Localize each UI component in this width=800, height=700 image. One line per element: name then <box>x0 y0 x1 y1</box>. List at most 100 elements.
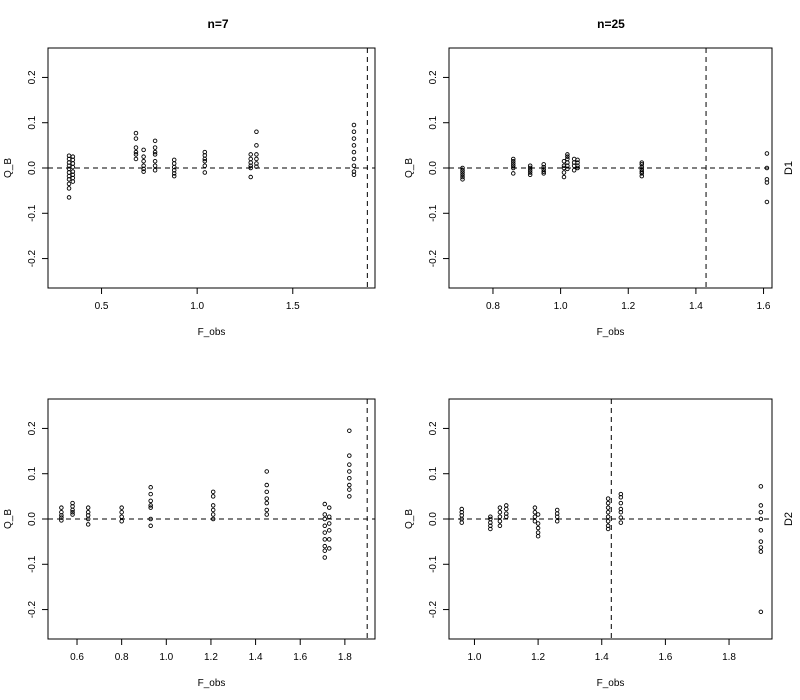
data-point <box>565 152 570 157</box>
data-point <box>639 164 645 170</box>
data-point <box>264 500 269 506</box>
y-tick-label: 0.0 <box>27 512 38 526</box>
data-point <box>202 170 208 175</box>
data-point <box>497 514 503 519</box>
data-point <box>488 514 493 519</box>
y-tick-label: 0.0 <box>27 161 38 175</box>
data-point <box>511 158 516 164</box>
data-point <box>347 487 352 492</box>
panel-top-right: 0.8 1.0 1.2 1.4 1.6 -0.2 -0.1 0.0 0.1 0.2 F_obs Q_B… <box>404 47 795 338</box>
data-point <box>141 154 146 159</box>
data-point <box>527 163 533 168</box>
x-tick-label: 1.5 <box>286 301 300 312</box>
data-point <box>504 506 509 512</box>
data-point <box>171 171 177 176</box>
data-point <box>322 537 328 542</box>
data-point <box>758 545 764 550</box>
data-point <box>66 186 72 191</box>
data-point <box>133 145 139 150</box>
data-point <box>66 177 72 182</box>
data-point <box>532 505 538 510</box>
data-point <box>70 507 75 513</box>
data-point <box>66 181 72 187</box>
data-point <box>511 156 516 162</box>
data-point <box>497 519 503 524</box>
data-point <box>210 503 216 508</box>
x-tick-label: 1.2 <box>204 652 218 663</box>
data-point <box>460 172 465 178</box>
x-tick-label: 1.6 <box>293 652 307 663</box>
panel-top-left: 0.5 1.0 1.5 -0.2 -0.1 0.0 0.1 0.2 F_obs Q_B <box>3 47 376 338</box>
data-point <box>511 163 516 168</box>
data-point <box>141 147 146 153</box>
data-point <box>210 507 216 513</box>
data-point <box>758 609 764 615</box>
data-point <box>141 169 146 174</box>
data-point <box>148 485 153 490</box>
row-label: D2 <box>783 512 795 526</box>
data-point <box>460 170 465 175</box>
data-point <box>202 163 208 168</box>
x-tick-label: 1.0 <box>468 652 482 663</box>
data-point <box>541 164 546 170</box>
x-tick-label: 0.8 <box>115 652 129 663</box>
x-tick-label: 1.6 <box>658 652 672 663</box>
data-point <box>141 166 146 172</box>
data-point <box>565 166 570 172</box>
y-tick-label: 0.0 <box>428 512 439 526</box>
data-point <box>141 158 146 164</box>
data-point <box>758 509 764 515</box>
data-point <box>758 484 764 489</box>
data-point <box>119 514 124 519</box>
data-point <box>351 122 357 128</box>
y-tick-label: -0.1 <box>428 204 439 222</box>
x-axis-label: F_obs <box>597 678 625 689</box>
data-point <box>460 177 465 182</box>
data-point <box>639 162 645 167</box>
data-point <box>210 494 216 499</box>
x-axis-label: F_obs <box>597 327 625 338</box>
data-point <box>605 519 611 524</box>
data-point <box>347 453 352 458</box>
data-point <box>347 469 352 474</box>
data-point <box>322 501 328 507</box>
x-tick-label: 1.6 <box>757 301 771 312</box>
y-tick-label: 0.1 <box>27 466 38 480</box>
data-point <box>565 156 570 162</box>
data-point <box>152 168 158 173</box>
data-point <box>460 174 465 180</box>
data-point <box>618 509 624 515</box>
panel-bottom-right: 1.0 1.2 1.4 1.6 1.8 -0.2 -0.1 0.0 0.1 0.2 F_obs Q_B… <box>404 398 795 689</box>
data-point <box>347 494 352 499</box>
data-point <box>254 143 259 148</box>
data-point <box>565 154 570 159</box>
data-point <box>171 161 177 166</box>
data-point <box>764 151 770 156</box>
data-point <box>148 505 153 510</box>
y-tick-label: -0.2 <box>428 601 439 619</box>
x-tick-label: 1.0 <box>554 301 568 312</box>
data-point <box>639 173 645 179</box>
data-point <box>152 163 158 168</box>
data-point <box>264 489 269 495</box>
data-point <box>605 500 611 506</box>
data-point <box>326 528 332 533</box>
data-point <box>527 170 533 175</box>
data-point <box>554 519 560 524</box>
data-point <box>535 530 541 535</box>
data-point <box>497 505 503 510</box>
data-point <box>527 168 533 173</box>
data-point <box>148 498 153 504</box>
data-point <box>561 174 567 180</box>
data-point <box>133 130 139 136</box>
data-point <box>264 496 269 501</box>
data-point <box>504 514 509 519</box>
panel-bottom-left: 0.6 0.8 1.0 1.2 1.4 1.6 1.8 -0.2 -0.1 0.0 0.1 0.2 F_… <box>3 398 376 689</box>
data-point <box>119 505 124 510</box>
y-axis-label: Q_B <box>404 509 415 529</box>
column-title-n25: n=25 <box>597 17 625 31</box>
data-point <box>70 509 75 515</box>
data-point <box>351 172 357 178</box>
data-point <box>758 539 764 544</box>
data-point <box>133 149 139 155</box>
